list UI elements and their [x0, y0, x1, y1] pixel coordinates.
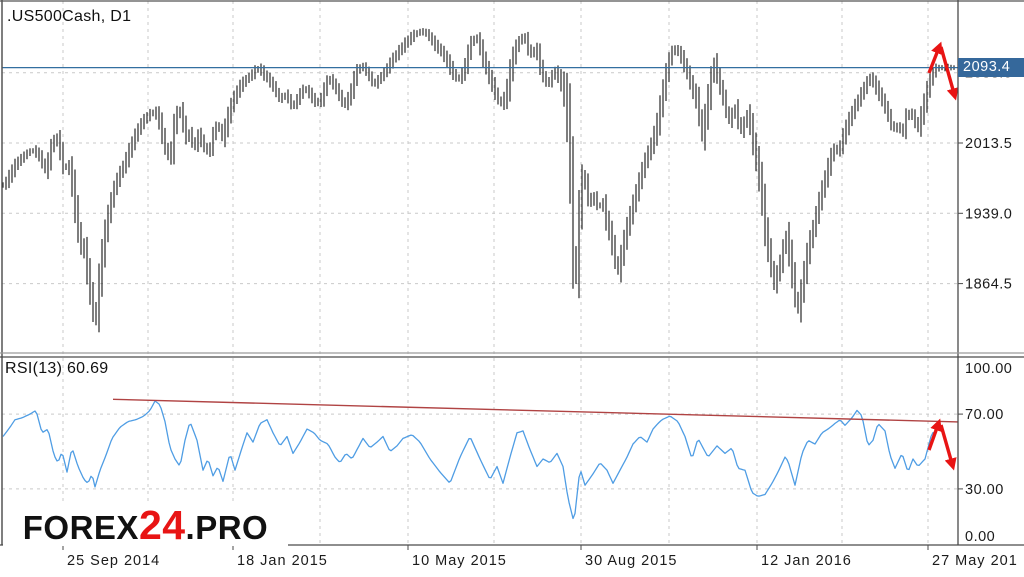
price-bars-series	[2, 28, 955, 333]
rsi-axis-label: 70.00	[965, 407, 1004, 423]
trend-arrow-up-rsi	[927, 418, 942, 451]
trend-arrow-down-rsi	[939, 424, 957, 471]
x-axis-label: 30 Aug 2015	[585, 553, 677, 569]
price-axis-label: 1939.0	[965, 206, 1012, 222]
x-axis-label: 12 Jan 2016	[761, 553, 852, 569]
price-plot-area[interactable]	[2, 1, 958, 352]
x-axis-label: 18 Jan 2015	[237, 553, 328, 569]
rsi-axis-label: 0.00	[965, 529, 995, 545]
rsi-trendline	[112, 398, 959, 423]
rsi-axis-label: 100.00	[965, 361, 1012, 377]
trend-arrow-down-price	[939, 46, 959, 101]
x-axis-label: 27 May 201	[932, 553, 1018, 569]
price-axis-label: 2013.5	[965, 136, 1012, 152]
x-axis-label: 25 Sep 2014	[67, 553, 160, 569]
x-axis-label: 10 May 2015	[412, 553, 507, 569]
symbol-timeframe-label: .US500Cash, D1	[7, 8, 132, 25]
current-price-badge: 2093.4	[958, 58, 1024, 77]
price-axis-label: 1864.5	[965, 277, 1012, 293]
watermark-text-24: 24	[138, 502, 186, 548]
trend-arrow-up-price	[927, 41, 943, 74]
forex24pro-watermark-logo: FOREX 24 .PRO	[3, 504, 288, 546]
watermark-text-pro: .PRO	[185, 509, 269, 546]
rsi-axis-label: 30.00	[965, 482, 1004, 498]
rsi-line	[2, 400, 938, 520]
rsi-indicator-label: RSI(13) 60.69	[5, 360, 109, 377]
watermark-text-forex: FOREX	[22, 509, 139, 546]
